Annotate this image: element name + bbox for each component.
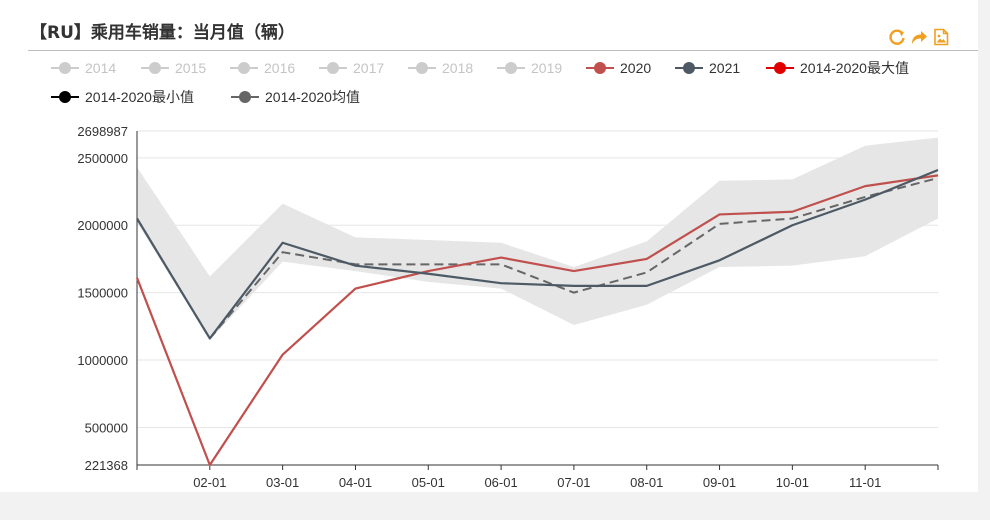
legend-item-2019[interactable]: 2019 xyxy=(496,58,562,78)
title-divider xyxy=(28,50,978,51)
legend-label: 2018 xyxy=(442,60,474,76)
line-chart: 221368 500000 1000000 1500000 2000000 2500000… xyxy=(77,124,939,490)
legend-label: 2014 xyxy=(85,60,117,76)
x-tick-label: 08-01 xyxy=(630,475,663,490)
legend-item-2014-2020[interactable]: 2014-2020最大值 xyxy=(765,58,909,78)
legend-swatch-icon xyxy=(51,91,79,103)
legend-item-2014-2020[interactable]: 2014-2020最小值 xyxy=(50,87,194,107)
y-tick-label: 1000000 xyxy=(77,353,128,368)
x-tick-label: 09-01 xyxy=(703,475,736,490)
legend-swatch-icon xyxy=(51,62,79,74)
x-tick-label: 02-01 xyxy=(193,475,226,490)
y-tick-label: 1500000 xyxy=(77,286,128,301)
share-icon[interactable] xyxy=(910,28,928,46)
legend-item-2015[interactable]: 2015 xyxy=(140,58,206,78)
legend-item-2021[interactable]: 2021 xyxy=(674,58,740,78)
save-image-icon[interactable] xyxy=(932,28,950,46)
legend-label: 2014-2020均值 xyxy=(265,89,360,105)
legend-swatch-icon xyxy=(319,62,347,74)
series-line-2014-2020[interactable] xyxy=(136,177,939,340)
legend-swatch-icon xyxy=(231,91,259,103)
legend-label: 2021 xyxy=(709,60,741,76)
x-tick-label: 11-01 xyxy=(849,475,881,490)
toolbox xyxy=(888,28,950,48)
legend-label: 2016 xyxy=(264,60,296,76)
x-tick-label: 07-01 xyxy=(557,475,590,490)
range-band xyxy=(137,137,938,340)
legend-item-2016[interactable]: 2016 xyxy=(229,58,295,78)
legend-item-2017[interactable]: 2017 xyxy=(318,58,384,78)
x-tick-label: 04-01 xyxy=(339,475,372,490)
legend-label: 2014-2020最小值 xyxy=(85,89,194,105)
legend-label: 2019 xyxy=(531,60,563,76)
legend-label: 2017 xyxy=(353,60,385,76)
chart-legend: 2014 2015 2016 2017 2018 2019 2020 2021 2014-202… xyxy=(0,0,978,120)
chart-title: 【RU】乘用车销量：当月值（辆） xyxy=(30,23,295,43)
legend-label: 2015 xyxy=(175,60,207,76)
x-tick-label: 10-01 xyxy=(776,475,809,490)
x-tick-label: 03-01 xyxy=(266,475,299,490)
legend-swatch-icon xyxy=(586,62,614,74)
x-tick-label: 05-01 xyxy=(412,475,445,490)
legend-swatch-icon xyxy=(141,62,169,74)
series-line-2021[interactable] xyxy=(136,168,939,340)
refresh-icon[interactable] xyxy=(888,28,906,46)
legend-swatch-icon xyxy=(497,62,525,74)
legend-label: 2014-2020最大值 xyxy=(800,60,909,76)
y-tick-label: 500000 xyxy=(85,420,128,435)
legend-item-2014[interactable]: 2014 xyxy=(50,58,116,78)
legend-swatch-icon xyxy=(408,62,436,74)
y-tick-label: 2000000 xyxy=(77,218,128,233)
legend-swatch-icon xyxy=(230,62,258,74)
legend-item-2018[interactable]: 2018 xyxy=(407,58,473,78)
legend-swatch-icon xyxy=(675,62,703,74)
series-line-2020[interactable] xyxy=(135,174,939,467)
y-tick-label: 221368 xyxy=(85,458,128,473)
legend-item-2014-2020[interactable]: 2014-2020均值 xyxy=(230,87,360,107)
legend-label: 2020 xyxy=(620,60,652,76)
y-tick-label: 2500000 xyxy=(77,151,128,166)
y-tick-label: 2698987 xyxy=(77,124,128,139)
legend-swatch-icon xyxy=(766,62,794,74)
x-tick-label: 06-01 xyxy=(484,475,517,490)
legend-item-2020[interactable]: 2020 xyxy=(585,58,651,78)
